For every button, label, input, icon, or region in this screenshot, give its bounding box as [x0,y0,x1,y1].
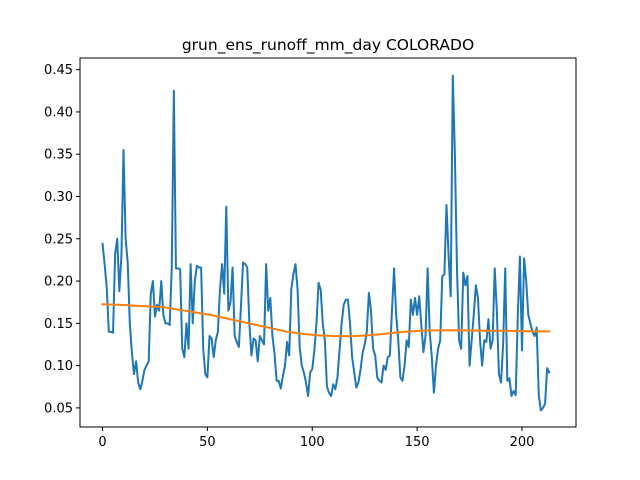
x-tick-label: 150 [405,435,430,450]
y-axis: 0.05 0.10 0.15 0.20 0.25 0.30 0.35 0.40 0.45 [44,63,80,416]
x-tick-label: 50 [199,435,216,450]
y-tick-label: 0.35 [44,148,73,163]
y-tick-label: 0.10 [44,359,73,374]
y-tick-label: 0.45 [44,63,73,78]
chart-title: grun_ens_runoff_mm_day COLORADO [182,36,474,55]
y-tick-label: 0.15 [44,317,73,332]
y-tick-label: 0.25 [44,232,73,247]
x-axis: 0 50 100 150 200 [98,427,534,450]
y-tick-label: 0.30 [44,190,73,205]
plot-frame [79,57,577,428]
y-tick-label: 0.20 [44,275,73,290]
x-tick-label: 100 [300,435,325,450]
x-tick-label: 200 [510,435,535,450]
series-line-runoff [101,74,551,412]
x-tick-label: 0 [98,435,106,450]
y-tick-label: 0.40 [44,105,73,120]
series-line-trend [101,303,551,338]
y-tick-label: 0.05 [44,401,73,416]
